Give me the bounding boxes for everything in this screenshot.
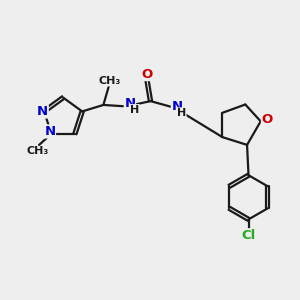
Text: N: N [124, 97, 135, 110]
Text: O: O [262, 113, 273, 126]
Text: N: N [37, 105, 48, 118]
Text: CH₃: CH₃ [98, 76, 120, 86]
Text: O: O [141, 68, 153, 80]
Text: N: N [44, 125, 56, 138]
Text: H: H [177, 108, 186, 118]
Text: Cl: Cl [242, 229, 256, 242]
Text: N: N [171, 100, 183, 112]
Text: H: H [130, 105, 139, 115]
Text: CH₃: CH₃ [26, 146, 49, 157]
